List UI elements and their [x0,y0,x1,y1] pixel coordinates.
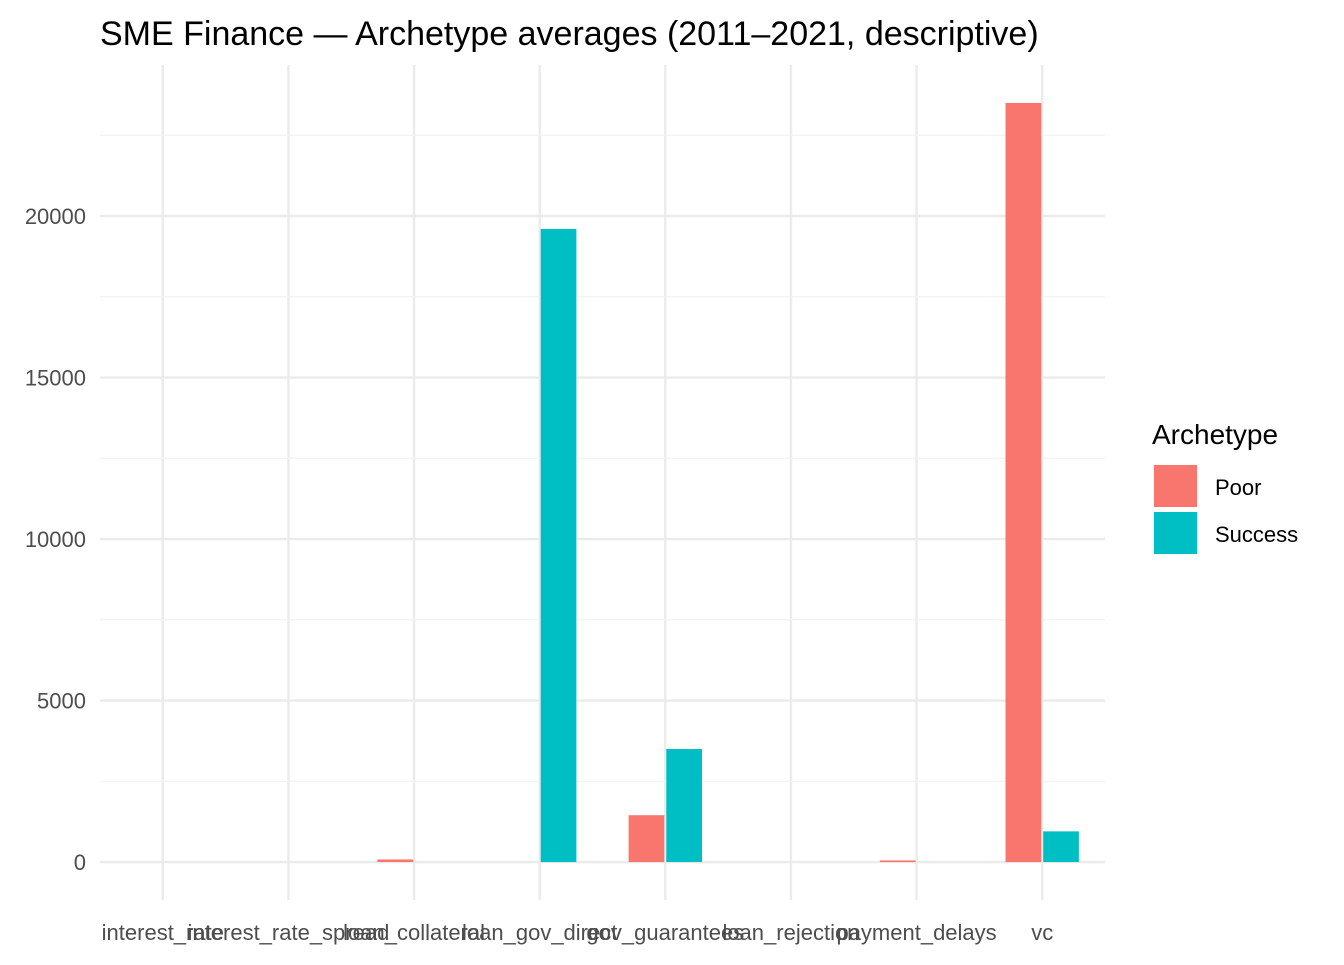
legend-items: Poor Success [1154,465,1298,554]
bar-poor [879,860,916,863]
y-tick-label: 5000 [37,689,86,714]
bar-poor [377,859,414,863]
y-tick-label: 0 [74,850,86,875]
gridlines [100,65,1105,900]
x-tick-label: interest_rate_spread [188,920,390,945]
y-tick-label: 10000 [25,527,86,552]
chart-title: SME Finance — Archetype averages (2011–2… [100,15,1039,53]
x-tick-label: loan_collateral [343,920,485,945]
x-tick-label: payment_delays [836,920,996,945]
legend-key-poor [1154,465,1197,507]
y-tick-label: 20000 [25,204,86,229]
bar-success [540,228,577,863]
legend-title: Archetype [1152,419,1278,450]
x-tick-label: vc [1031,920,1053,945]
legend: Archetype Poor Success [1152,419,1298,554]
legend-label: Poor [1215,475,1261,500]
x-axis-ticks: interest_rateinterest_rate_spreadloan_co… [102,920,1054,945]
x-tick-label: loan_gov_direct [462,920,617,945]
bars [377,102,1079,863]
y-tick-label: 15000 [25,366,86,391]
x-tick-label: interest_rate [102,920,224,945]
bar-poor [628,815,665,863]
bar-poor [1005,102,1042,863]
legend-key-success [1154,512,1197,554]
bar-success [666,748,702,863]
y-axis-ticks: 0 5000 10000 15000 20000 [25,204,86,875]
x-tick-label: gov_guarantees [586,920,744,945]
x-tick-label: loan_rejection [722,920,859,945]
bar-success [1043,831,1079,863]
legend-label: Success [1215,522,1298,547]
